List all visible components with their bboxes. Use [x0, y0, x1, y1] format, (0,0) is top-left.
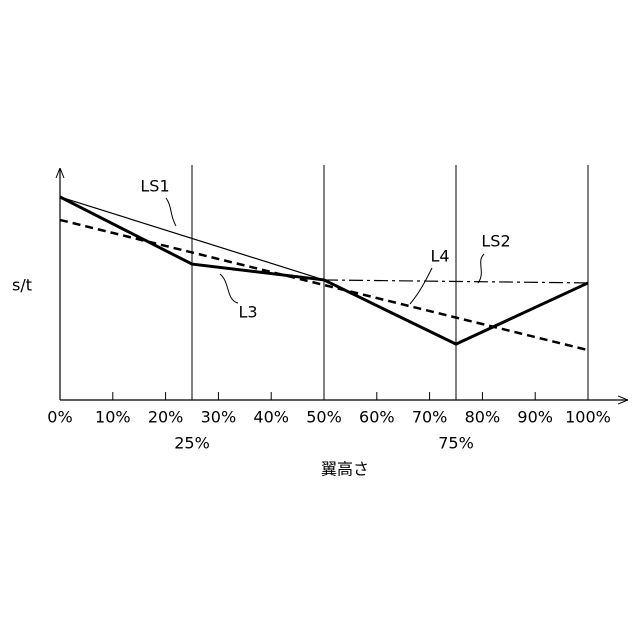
- x-tick-label: 10%: [95, 408, 131, 427]
- x-tick-label: 80%: [465, 408, 501, 427]
- leader-line: [478, 254, 484, 283]
- x-tick-label: 100%: [565, 408, 611, 427]
- series-label: L3: [238, 303, 257, 322]
- reference-label: 25%: [174, 434, 210, 453]
- x-axis-label: 翼高さ: [321, 460, 369, 479]
- reference-label: 75%: [438, 434, 474, 453]
- x-tick-label: 90%: [517, 408, 553, 427]
- x-tick-label: 60%: [359, 408, 395, 427]
- series-label: LS2: [481, 232, 510, 251]
- chart: s/t 翼高さ 0% 10% 20% 30% 40% 50% 60% 70% 80% 90% 100…: [0, 0, 640, 640]
- leader-line: [410, 268, 432, 304]
- x-tick-label: 0%: [47, 408, 72, 427]
- leader-line: [166, 198, 176, 226]
- x-tick-label: 40%: [253, 408, 289, 427]
- series-label: L4: [430, 247, 449, 266]
- x-tick-label: 70%: [412, 408, 448, 427]
- x-tick-label: 30%: [201, 408, 237, 427]
- y-axis-label: s/t: [12, 276, 32, 295]
- series-label: LS1: [140, 177, 169, 196]
- x-tick-label: 20%: [148, 408, 184, 427]
- leader-line: [220, 274, 238, 303]
- x-tick-label: 50%: [306, 408, 342, 427]
